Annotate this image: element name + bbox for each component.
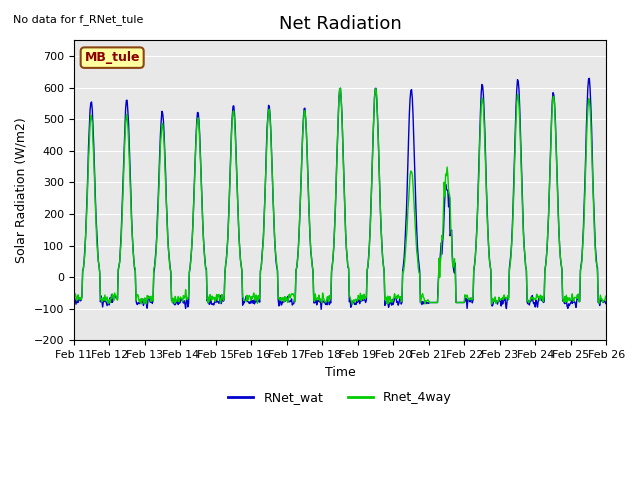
Rnet_4way: [134, 293, 142, 299]
RNet_wat: [421, 298, 429, 304]
RNet_wat: [188, 234, 196, 240]
Rnet_4way: [602, 295, 610, 301]
Rnet_4way: [422, 298, 429, 304]
RNet_wat: [70, 296, 77, 302]
X-axis label: Time: Time: [324, 366, 355, 379]
RNet_wat: [406, 111, 413, 117]
RNet_wat: [586, 75, 593, 81]
Rnet_4way: [216, 300, 224, 306]
RNet_wat: [602, 301, 610, 307]
Rnet_4way: [188, 234, 196, 240]
Line: RNet_wat: RNet_wat: [74, 78, 606, 309]
Rnet_4way: [406, 172, 414, 178]
RNet_wat: [134, 300, 142, 305]
Y-axis label: Solar Radiation (W/m2): Solar Radiation (W/m2): [15, 118, 28, 263]
Text: No data for f_RNet_tule: No data for f_RNet_tule: [13, 14, 143, 25]
RNet_wat: [216, 293, 224, 299]
Rnet_4way: [70, 296, 77, 302]
Title: Net Radiation: Net Radiation: [278, 15, 401, 33]
Rnet_4way: [348, 302, 356, 308]
Legend: RNet_wat, Rnet_4way: RNet_wat, Rnet_4way: [223, 386, 457, 409]
Text: MB_tule: MB_tule: [84, 51, 140, 64]
Line: Rnet_4way: Rnet_4way: [74, 88, 606, 305]
RNet_wat: [79, 266, 87, 272]
Rnet_4way: [337, 85, 344, 91]
Rnet_4way: [79, 264, 87, 270]
RNet_wat: [317, 306, 325, 312]
